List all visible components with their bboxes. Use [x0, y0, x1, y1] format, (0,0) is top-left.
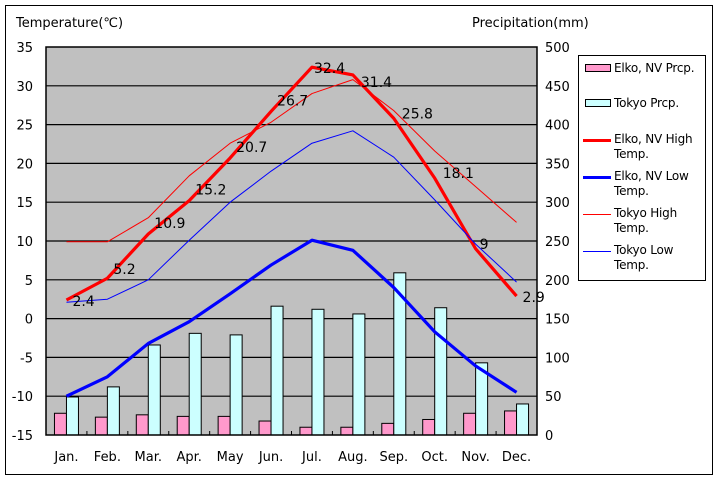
precip-bar	[135, 414, 149, 436]
left-tick-label: 10	[16, 235, 33, 250]
right-tick-label: 500	[545, 41, 570, 56]
right-tick-label: 300	[545, 196, 570, 211]
data-label: 15.2	[195, 183, 226, 199]
precip-bar	[299, 426, 313, 436]
left-tick-label: 20	[16, 157, 33, 172]
precip-bar	[504, 410, 518, 436]
left-axis-title: Temperature(℃)	[15, 16, 123, 31]
precip-bar	[270, 305, 284, 436]
x-tick-label: Jan.	[53, 450, 78, 465]
precip-bar	[176, 415, 190, 436]
data-label: 31.4	[361, 75, 392, 91]
right-tick-label: 250	[545, 235, 570, 250]
data-label: 25.8	[402, 106, 433, 122]
x-tick-label: Dec.	[502, 450, 531, 465]
precip-bar	[217, 415, 231, 436]
precip-bar	[106, 386, 120, 436]
x-tick-label: May	[217, 450, 244, 465]
legend-label: Tokyo High Temp.	[614, 206, 677, 235]
right-tick-label: 450	[545, 80, 570, 95]
left-tick-label: 0	[25, 313, 33, 328]
legend-label: Elko, NV Low Temp.	[614, 169, 689, 198]
precip-bar	[516, 403, 530, 436]
data-label: 9	[480, 237, 489, 253]
data-label: 2.9	[523, 290, 545, 306]
left-tick-label: 5	[25, 274, 33, 289]
precip-bar	[188, 332, 202, 436]
right-tick-label: 100	[545, 351, 570, 366]
data-label: 26.7	[277, 93, 308, 109]
chart-legend: Elko, NV Prcp. Tokyo Prcp. Elko, NV High T…	[578, 55, 706, 281]
precip-bar	[463, 412, 477, 436]
precip-bar	[229, 334, 243, 436]
left-tick-label: 35	[16, 41, 33, 56]
line-swatch-icon	[583, 169, 611, 183]
plot-border	[45, 46, 538, 436]
data-label: 32.4	[314, 61, 345, 77]
right-tick-label: 400	[545, 119, 570, 134]
data-label: 20.7	[236, 140, 267, 156]
x-tick-label: Nov.	[461, 450, 490, 465]
left-tick-label: 25	[16, 119, 33, 134]
data-label: 18.1	[443, 166, 474, 182]
right-tick-label: 0	[545, 429, 553, 444]
precip-bar	[352, 313, 366, 436]
line-swatch-icon	[583, 206, 611, 220]
precip-bar	[258, 420, 272, 436]
left-tick-label: -15	[12, 429, 33, 444]
bar-swatch-icon	[583, 61, 611, 75]
left-tick-label: -5	[20, 351, 33, 366]
precip-bar	[53, 412, 67, 436]
precip-bar	[340, 426, 354, 436]
precip-bar	[94, 416, 108, 436]
x-tick-label: Jul.	[301, 450, 322, 465]
left-tick-label: 30	[16, 80, 33, 95]
legend-item: Elko, NV High Temp.	[583, 132, 704, 162]
precip-bar	[311, 308, 325, 436]
legend-item: Elko, NV Prcp.	[583, 61, 704, 76]
line-swatch-icon	[583, 132, 611, 146]
x-tick-label: Aug.	[338, 450, 368, 465]
x-tick-label: Sep.	[379, 450, 408, 465]
x-tick-label: Mar.	[135, 450, 162, 465]
line-swatch-icon	[583, 243, 611, 257]
legend-label: Elko, NV High Temp.	[614, 132, 693, 161]
precip-bar	[65, 396, 79, 436]
right-tick-label: 50	[545, 390, 562, 405]
legend-item: Elko, NV Low Temp.	[583, 169, 704, 199]
left-tick-label: 15	[16, 196, 33, 211]
temp-line	[66, 79, 517, 243]
data-label: 5.2	[113, 262, 135, 278]
legend-item: Tokyo Prcp.	[583, 96, 704, 111]
temp-line	[65, 65, 518, 302]
legend-item: Tokyo High Temp.	[583, 206, 704, 236]
legend-label: Tokyo Prcp.	[614, 96, 679, 110]
legend-label: Elko, NV Prcp.	[614, 61, 695, 75]
x-tick-label: Apr.	[176, 450, 201, 465]
precip-bar	[434, 307, 448, 436]
precip-bar	[381, 422, 395, 436]
right-tick-label: 350	[545, 157, 570, 172]
x-tick-label: Feb.	[94, 450, 121, 465]
left-tick-label: -10	[12, 390, 33, 405]
legend-label: Tokyo Low Temp.	[614, 243, 674, 272]
x-tick-label: Oct.	[421, 450, 448, 465]
precip-bar	[147, 344, 161, 436]
right-tick-label: 150	[545, 313, 570, 328]
precip-bar	[422, 418, 436, 436]
temp-line	[65, 238, 518, 398]
right-axis-title: Precipitation(mm)	[472, 16, 589, 31]
data-label: 2.4	[72, 294, 94, 310]
data-label: 10.9	[154, 216, 185, 232]
temp-line	[66, 130, 517, 303]
x-tick-label: Jun.	[258, 450, 283, 465]
bar-swatch-icon	[583, 96, 611, 110]
legend-item: Tokyo Low Temp.	[583, 243, 704, 273]
right-tick-label: 200	[545, 274, 570, 289]
